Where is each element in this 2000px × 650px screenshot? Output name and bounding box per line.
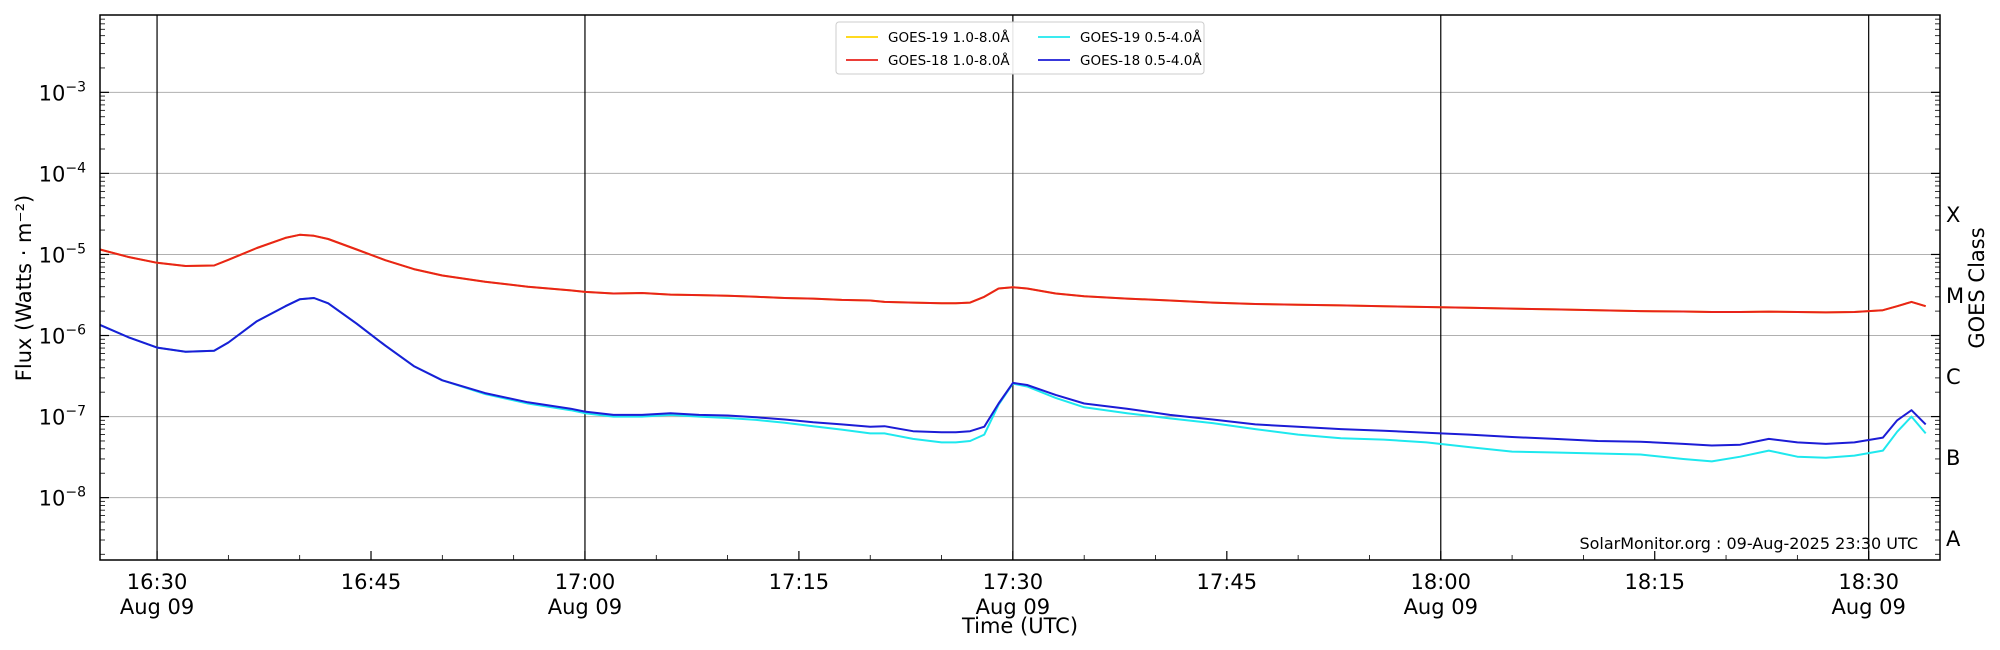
y-tick-label: 10−7 [39, 404, 86, 430]
legend-label: GOES-18 0.5-4.0Å [1080, 52, 1202, 69]
x-tick-label: 16:30 [127, 570, 188, 594]
x-axis-title: Time (UTC) [961, 614, 1078, 638]
x-tick-label: 18:15 [1624, 570, 1685, 594]
x-tick-label: 17:45 [1197, 570, 1258, 594]
x-tick-label: 17:15 [769, 570, 830, 594]
goes-class-label: C [1946, 365, 1961, 389]
legend-label: GOES-18 1.0-8.0Å [888, 52, 1010, 69]
y2-axis-title: GOES Class [1965, 227, 1989, 348]
x-tick-date-label: Aug 09 [1831, 595, 1905, 619]
legend-box [835, 21, 1205, 75]
x-tick-date-label: Aug 09 [120, 595, 194, 619]
y-tick-label: 10−4 [39, 160, 86, 186]
x-tick-date-label: Aug 09 [1404, 595, 1478, 619]
x-tick-label: 17:00 [555, 570, 616, 594]
goes-class-label: M [1946, 284, 1964, 308]
legend-label: GOES-19 0.5-4.0Å [1080, 29, 1202, 46]
series-line-2 [99, 233, 1926, 314]
x-tick-label: 18:30 [1838, 570, 1899, 594]
x-tick-label: 17:30 [983, 570, 1044, 594]
goes-class-label: B [1946, 446, 1960, 470]
y-tick-label: 10−8 [39, 485, 86, 511]
x-tick-date-label: Aug 09 [976, 595, 1050, 619]
axis-ticks [100, 14, 1941, 560]
credit-text: SolarMonitor.org : 09-Aug-2025 23:30 UTC [1579, 534, 1918, 553]
flux-series [99, 233, 1927, 463]
goes-class-label: X [1946, 203, 1960, 227]
legend-label: GOES-19 1.0-8.0Å [888, 29, 1010, 46]
goes-class-label: A [1946, 527, 1961, 551]
x-tick-label: 16:45 [341, 570, 402, 594]
x-tick-label: 18:00 [1411, 570, 1472, 594]
y-tick-label: 10−6 [39, 323, 86, 349]
grid-lines [100, 91, 1940, 499]
legend: GOES-19 1.0-8.0Å GOES-18 1.0-8.0Å GOES-19 … [835, 21, 1205, 75]
x-tick-date-label: Aug 09 [548, 595, 622, 619]
y-axis-title: Flux (Watts · m⁻²) [12, 195, 36, 381]
y-tick-label: 10−5 [39, 241, 86, 267]
y-tick-label: 10−3 [39, 79, 86, 105]
plot-frame [99, 14, 1941, 561]
series-line-4 [99, 297, 1927, 447]
